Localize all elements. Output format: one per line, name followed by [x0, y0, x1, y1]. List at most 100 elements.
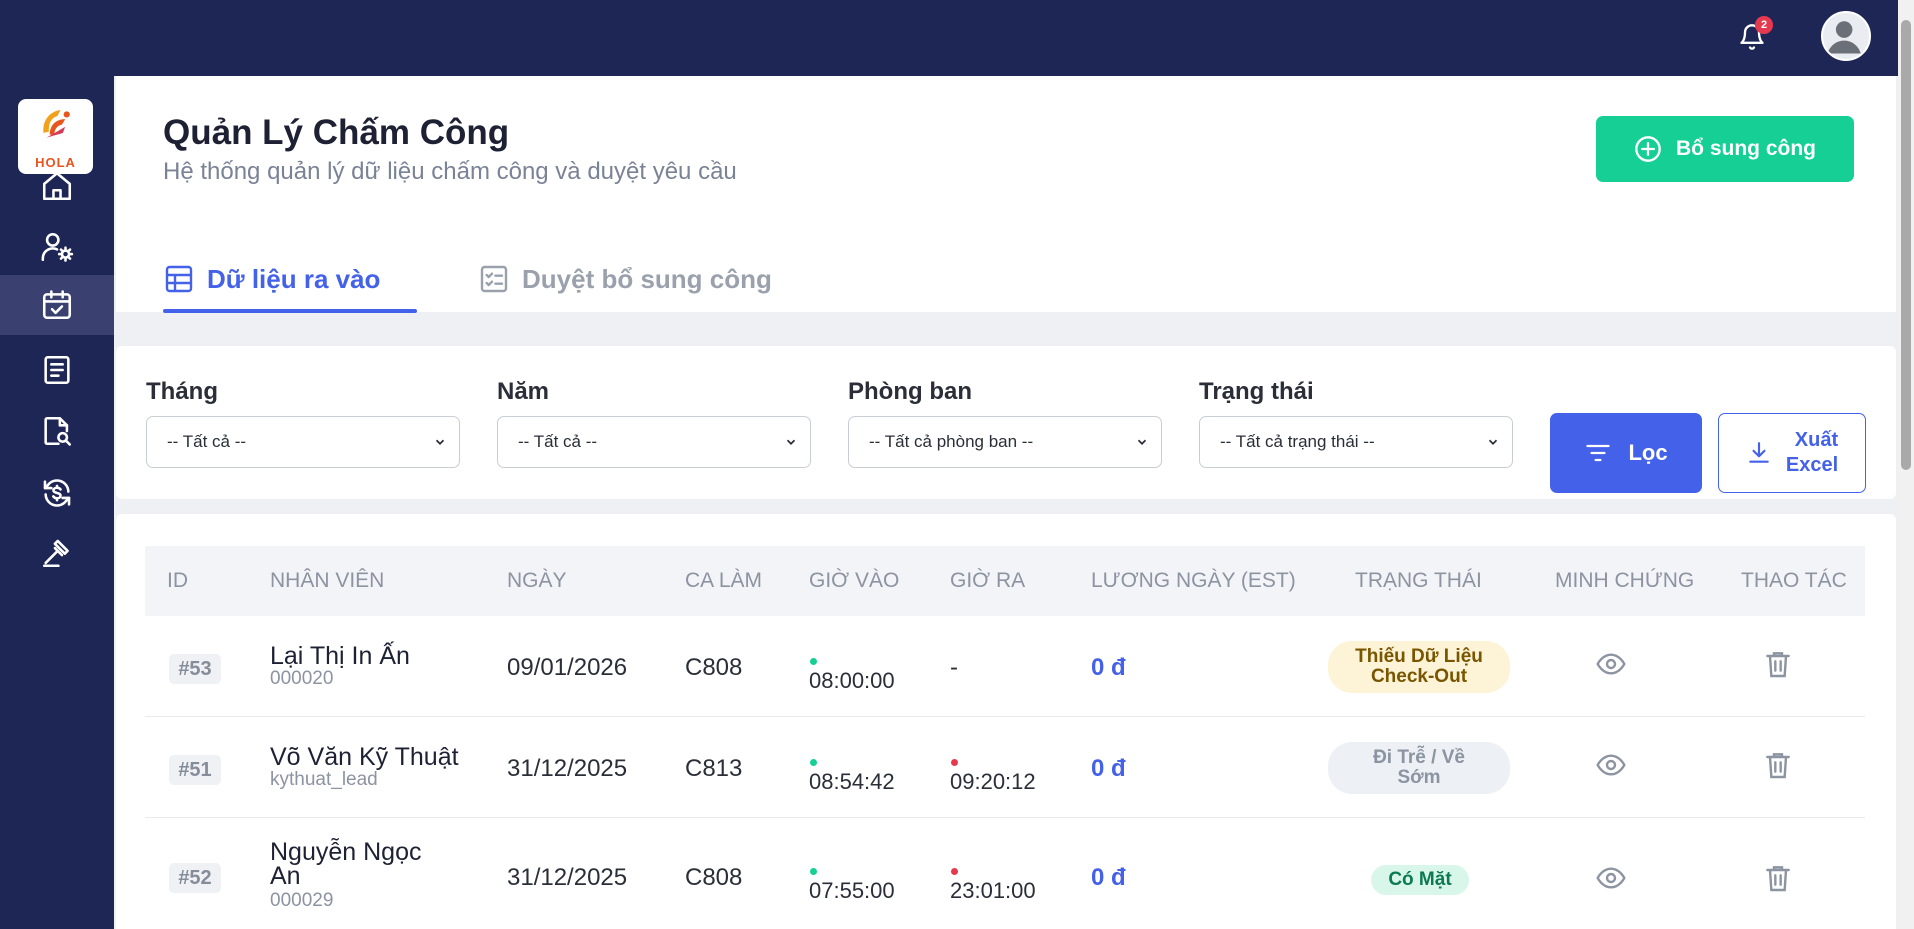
gavel-icon	[42, 539, 69, 568]
calendar-check-icon	[42, 290, 72, 320]
department-select-value: -- Tất cả phòng ban --	[869, 432, 1034, 451]
status-select[interactable]: -- Tất cả trạng thái --	[1199, 416, 1513, 468]
checklist-icon	[480, 265, 508, 293]
hola-logo[interactable]: HOLA	[18, 99, 93, 174]
delete-button[interactable]	[1762, 648, 1794, 685]
bell-icon	[1740, 24, 1764, 50]
view-evidence-button[interactable]	[1595, 749, 1627, 786]
eye-icon	[1596, 653, 1626, 675]
filter-card: Tháng -- Tất cả -- Năm -- Tất cả -- Phòn…	[116, 346, 1896, 499]
tab-approve-supplement[interactable]: Duyệt bổ sung công	[478, 244, 772, 314]
active-tab-indicator	[163, 309, 417, 313]
year-select-value: -- Tất cả --	[518, 432, 598, 451]
status-badge: Đi Trễ / Về Sớm	[1328, 742, 1510, 794]
sidebar-item-home[interactable]	[0, 156, 114, 216]
attendance-table: ID NHÂN VIÊN NGÀY CA LÀM GIỜ VÀO GIỜ RA …	[116, 514, 1896, 929]
column-header-status: TRẠNG THÁI	[1355, 569, 1482, 592]
month-select-value: -- Tất cả --	[167, 432, 247, 451]
page-scrollbar[interactable]	[1898, 0, 1914, 929]
sidebar-item-attendance[interactable]	[0, 275, 114, 335]
main-content: Quản Lý Chấm Công Hệ thống quản lý dữ li…	[114, 76, 1898, 929]
document-icon	[44, 355, 70, 385]
view-evidence-button[interactable]	[1595, 648, 1627, 685]
time-in: 08:54:42	[809, 769, 895, 794]
notification-badge: 2	[1755, 16, 1773, 34]
add-attendance-button[interactable]: Bổ sung công	[1596, 116, 1854, 182]
top-bar: 2	[0, 0, 1914, 76]
filter-button[interactable]: Lọc	[1550, 413, 1702, 493]
employee-code: 000029	[270, 890, 334, 911]
delete-button[interactable]	[1762, 749, 1794, 786]
sidebar-item-payroll[interactable]	[0, 463, 114, 523]
row-id-badge: #51	[169, 755, 221, 785]
download-icon	[1749, 442, 1769, 463]
table-row: #52 Nguyễn Ngọc An 000029 31/12/2025 C80…	[145, 818, 1865, 929]
sidebar-item-rules[interactable]	[0, 523, 114, 583]
year-select[interactable]: -- Tất cả --	[497, 416, 811, 468]
table-header: ID NHÂN VIÊN NGÀY CA LÀM GIỜ VÀO GIỜ RA …	[145, 546, 1865, 616]
scrollbar-thumb[interactable]	[1901, 20, 1911, 470]
shift-code: C813	[685, 755, 743, 782]
chevron-down-icon	[786, 439, 796, 445]
export-excel-label-line2: Excel	[1785, 454, 1839, 476]
status-filter-label: Trạng thái	[1199, 378, 1314, 405]
status-badge: Có Mặt	[1371, 865, 1469, 895]
column-header-date: NGÀY	[507, 569, 567, 592]
row-id-badge: #53	[169, 654, 221, 684]
column-header-evidence: MINH CHỨNG	[1555, 569, 1695, 592]
month-filter-label: Tháng	[146, 378, 218, 405]
export-excel-button[interactable]: Xuất Excel	[1718, 413, 1866, 493]
tab-access-data[interactable]: Dữ liệu ra vào	[163, 244, 380, 314]
shift-code: C808	[685, 654, 743, 681]
user-avatar[interactable]	[1821, 11, 1871, 61]
user-avatar-icon	[1827, 21, 1861, 54]
page-title: Quản Lý Chấm Công	[163, 113, 510, 152]
department-select[interactable]: -- Tất cả phòng ban --	[848, 416, 1162, 468]
year-filter-label: Năm	[497, 378, 550, 405]
employee-name-line1: Nguyễn Ngọc	[270, 838, 422, 866]
sidebar-item-documents[interactable]	[0, 340, 114, 400]
status-badge-line1: Có Mặt	[1388, 869, 1452, 890]
column-header-shift: CA LÀM	[685, 569, 763, 592]
chevron-down-icon	[1137, 439, 1147, 445]
row-id-badge: #52	[169, 863, 221, 893]
attendance-date: 31/12/2025	[507, 755, 628, 782]
user-settings-icon	[41, 232, 74, 262]
status-badge-line2: Check-Out	[1370, 666, 1468, 687]
header-card: Quản Lý Chấm Công Hệ thống quản lý dữ li…	[116, 76, 1896, 314]
view-evidence-button[interactable]	[1595, 862, 1627, 899]
employee-name: Lại Thị In Ấn	[270, 642, 410, 670]
tab-access-data-label: Dữ liệu ra vào	[207, 263, 381, 294]
time-out-dot	[951, 868, 958, 875]
chevron-down-icon	[1488, 439, 1498, 445]
trash-icon	[1766, 652, 1790, 678]
delete-button[interactable]	[1762, 862, 1794, 899]
status-badge-line2: Sớm	[1397, 767, 1441, 788]
sidebar-item-users[interactable]	[0, 217, 114, 277]
export-excel-label-line1: Xuất	[1794, 429, 1839, 451]
status-badge: Thiếu Dữ Liệu Check-Out	[1328, 641, 1510, 693]
column-header-daily-wage: LƯƠNG NGÀY (EST)	[1091, 569, 1296, 592]
employee-code: 000020	[270, 668, 334, 689]
time-in: 08:00:00	[809, 668, 895, 693]
time-in-dot	[810, 868, 817, 875]
daily-wage: 0 đ	[1091, 654, 1126, 681]
page-subtitle: Hệ thống quản lý dữ liệu chấm công và du…	[163, 158, 737, 185]
attendance-date: 31/12/2025	[507, 864, 628, 891]
table-row: #51 Võ Văn Kỹ Thuật kythuat_lead 31/12/2…	[145, 717, 1865, 818]
attendance-date: 09/01/2026	[507, 654, 628, 681]
status-badge-line1: Thiếu Dữ Liệu	[1355, 646, 1483, 667]
trash-icon	[1766, 866, 1790, 892]
column-header-employee: NHÂN VIÊN	[270, 569, 385, 592]
employee-name-line2: An	[270, 862, 301, 890]
column-header-time-in: GIỜ VÀO	[809, 569, 900, 592]
logo-text: HOLA	[35, 155, 76, 170]
notification-bell[interactable]	[1738, 22, 1768, 56]
column-header-time-out: GIỜ RA	[950, 569, 1026, 592]
status-select-value: -- Tất cả trạng thái --	[1220, 432, 1375, 451]
time-out-dot	[951, 759, 958, 766]
chevron-down-icon	[435, 439, 445, 445]
time-out: 09:20:12	[950, 769, 1036, 794]
month-select[interactable]: -- Tất cả --	[146, 416, 460, 468]
sidebar-item-file-search[interactable]	[0, 401, 114, 461]
